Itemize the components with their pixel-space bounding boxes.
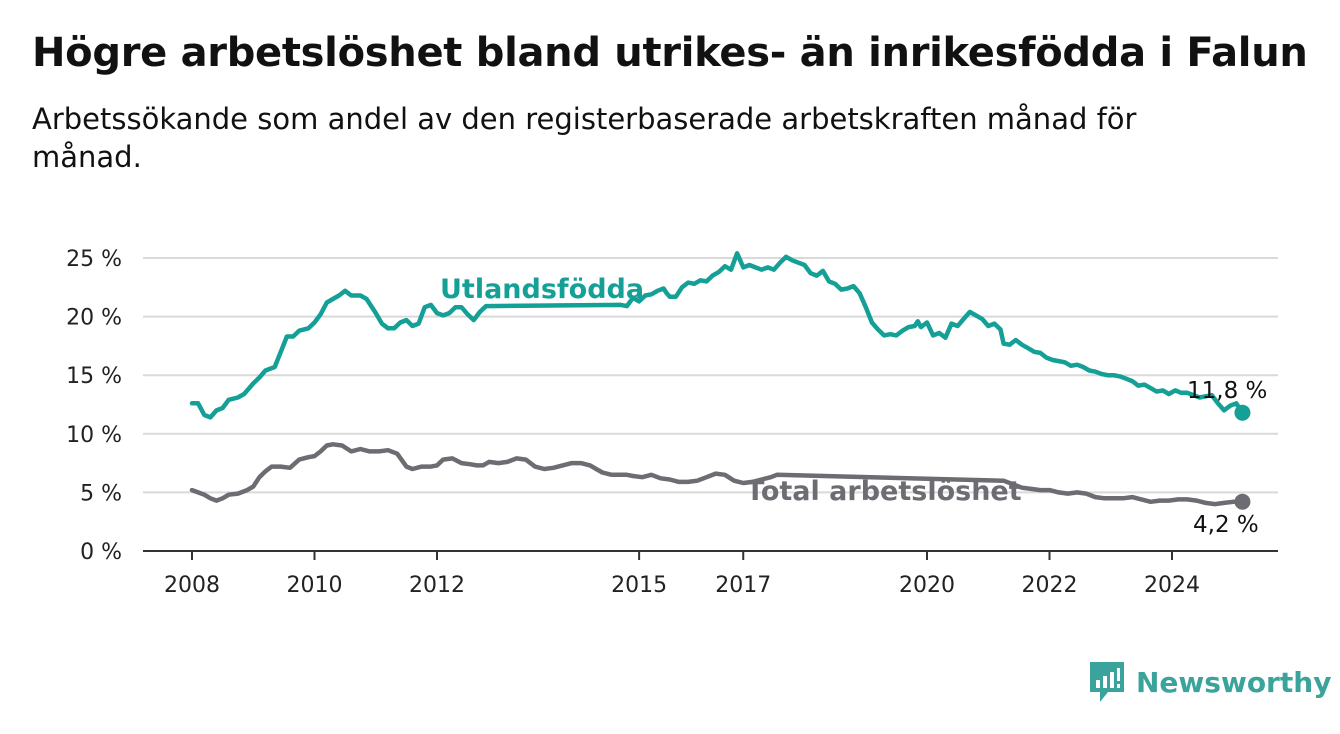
newsworthy-logo-icon	[1090, 662, 1124, 702]
end-label-total: 4,2 %	[1193, 512, 1259, 538]
series-label-utlandsfodda: Utlandsfödda	[440, 274, 644, 305]
end-label-utlandsfodda: 11,8 %	[1187, 378, 1267, 404]
series-end-marker-1	[1234, 493, 1251, 510]
y-tick-label: 25 %	[66, 247, 122, 272]
x-tick-label: 2012	[409, 573, 465, 598]
series-line-1	[189, 442, 1245, 507]
x-tick-label: 2017	[715, 573, 771, 598]
chart-title: Högre arbetslöshet bland utrikes- än inr…	[32, 30, 1308, 76]
y-tick-label: 10 %	[66, 423, 122, 448]
x-tick-label: 2024	[1144, 573, 1200, 598]
y-tick-label: 0 %	[80, 540, 122, 565]
series-line-0	[189, 251, 1245, 420]
series-layer	[189, 251, 1251, 510]
series-end-marker-0	[1234, 404, 1251, 421]
x-tick-label: 2022	[1022, 573, 1078, 598]
series-label-total: Total arbetslöshet	[746, 476, 1022, 507]
label-layer: Utlandsfödda Total arbetslöshet 11,8 % 4,2 …	[440, 274, 1267, 538]
y-tick-label: 20 %	[66, 306, 122, 331]
y-tick-label: 15 %	[66, 364, 122, 389]
newsworthy-logo: Newsworthy	[1088, 660, 1331, 704]
x-tick-label: 2020	[899, 573, 955, 598]
x-tick-label: 2015	[611, 573, 667, 598]
grid-layer: 0 % 5 % 10 % 15 % 20 % 25 % 2008 2010 2012 2015 20…	[66, 247, 1278, 598]
x-tick-label: 2008	[164, 573, 220, 598]
chart-subtitle: Arbetssökande som andel av den registerb…	[32, 102, 1137, 174]
newsworthy-logo-text: Newsworthy	[1136, 665, 1332, 699]
y-tick-label: 5 %	[80, 481, 122, 506]
x-tick-label: 2010	[287, 573, 343, 598]
